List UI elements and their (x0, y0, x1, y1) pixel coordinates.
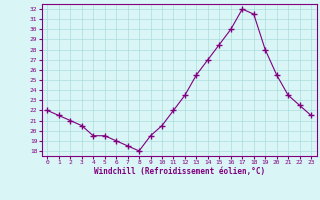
X-axis label: Windchill (Refroidissement éolien,°C): Windchill (Refroidissement éolien,°C) (94, 167, 265, 176)
